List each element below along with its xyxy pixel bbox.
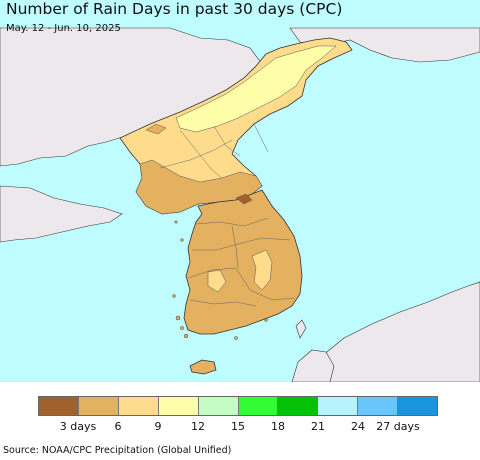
rain-days-map [0,0,480,382]
shandong-peninsula [0,185,123,243]
legend-swatch [278,397,319,415]
source-note: Source: NOAA/CPC Precipitation (Global U… [3,445,232,456]
south-korea-light-patch [251,249,273,291]
jeju-island [189,359,217,375]
province-boundaries [159,123,295,307]
north-korea-spot [145,123,167,135]
dmz-dark-patch [235,193,253,205]
legend-tick-label: 18 [271,420,285,433]
legend-swatch [238,397,279,415]
coastal-islands [172,220,268,340]
legend-tick-label: 15 [231,420,245,433]
south-korea-light-patch-2 [207,269,227,293]
north-korea-pale-area [175,45,337,133]
legend-swatch [318,397,359,415]
legend-swatch [158,397,199,415]
legend-swatch [39,397,79,415]
legend-swatch [398,397,438,415]
legend-tick-label: 21 [311,420,325,433]
south-korea-region [183,189,303,335]
legend-swatch [358,397,399,415]
legend-tick-label: 6 [114,420,122,433]
legend-tick-labels: 3 days 6 9 12 15 18 21 24 27 days [38,420,438,434]
japan-kyushu [291,349,335,382]
tsushima-island [295,319,307,339]
legend-tick-label: 12 [191,420,205,433]
map-title: Number of Rain Days in past 30 days (CPC… [6,0,343,18]
legend-tick-label: 9 [154,420,162,433]
legend-tick-label: 3 days [59,420,97,433]
map-subtitle: May. 12 - Jun. 10, 2025 [6,23,121,34]
legend-swatch [118,397,159,415]
legend-swatch [78,397,119,415]
legend-tick-label: 24 [351,420,365,433]
legend-swatch [198,397,239,415]
japan-land [309,281,480,382]
color-legend [38,396,438,416]
legend-tick-label: 27 days [376,420,420,433]
